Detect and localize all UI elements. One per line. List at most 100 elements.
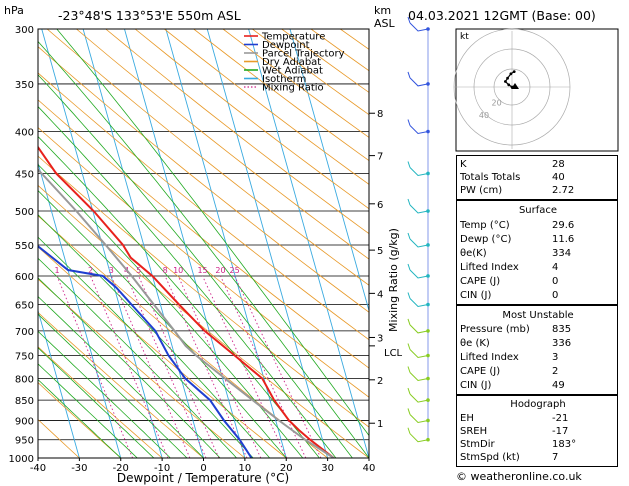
index-row: CIN (J) 49 — [460, 379, 615, 392]
datetime-title: 04.03.2021 12GMT (Base: 00) — [408, 8, 596, 23]
hodograph-point — [509, 72, 513, 76]
temperature-tick-label: -40 — [30, 463, 46, 474]
wind-level-dot — [426, 171, 430, 176]
most-unstable-title: Most Unstable — [502, 310, 574, 321]
index-label: CIN (J) — [460, 380, 492, 391]
index-value: 835 — [552, 324, 572, 335]
temperature-tick-label: -10 — [154, 463, 170, 474]
wind-level-dot — [426, 418, 430, 423]
wind-barb-feather — [407, 343, 411, 350]
temperature-tick-label: -20 — [113, 463, 129, 474]
wind-barb — [409, 125, 429, 135]
index-row: θe(K) 334 — [460, 247, 615, 260]
index-value: 7 — [552, 452, 559, 463]
dry-adiabat — [38, 99, 369, 369]
index-row: θe (K) 336 — [460, 337, 615, 350]
dry-adiabat — [193, 29, 369, 162]
pressure-tick-label: 950 — [15, 436, 34, 447]
index-label: CIN (J) — [460, 290, 492, 301]
index-row: SREH -17 — [460, 425, 615, 438]
index-label: Dewp (°C) — [460, 234, 512, 245]
dry-adiabat — [38, 346, 163, 458]
dewpoint-line — [38, 244, 253, 458]
wet-adiabat — [38, 257, 237, 458]
index-value: -17 — [552, 426, 569, 437]
index-value: 4 — [552, 262, 559, 273]
pressure-tick-label: 550 — [15, 241, 34, 252]
legend-entry-label: Wet Adiabat — [262, 66, 323, 77]
wet-adiabat — [38, 347, 155, 458]
dry-adiabat — [46, 29, 369, 286]
wind-barb — [409, 324, 429, 334]
mixing-ratio-line — [90, 275, 169, 458]
index-value: 183° — [552, 439, 577, 450]
wind-level-dot — [426, 353, 430, 358]
wind-barb-feather — [407, 408, 411, 415]
pressure-tick-label: 450 — [15, 169, 34, 180]
wind-level-dot — [426, 398, 430, 402]
wet-adiabat — [38, 363, 138, 458]
wind-barb-feather — [407, 318, 411, 326]
wind-barb — [409, 238, 429, 248]
wind-barb — [409, 433, 429, 443]
km-tick-label: 2 — [377, 376, 383, 387]
pressure-tick-label: 500 — [15, 207, 34, 218]
wind-barb — [409, 269, 429, 279]
dry-adiabat — [164, 29, 369, 185]
km-tick-label: 8 — [377, 109, 383, 120]
isotherm — [38, 308, 80, 458]
wind-barb-feather — [407, 16, 411, 24]
index-row: K 28 — [460, 158, 615, 171]
pressure-unit-label: hPa — [4, 4, 24, 17]
wet-adiabat — [38, 40, 369, 458]
wind-barb-feather — [407, 198, 411, 206]
hodograph-frame — [455, 28, 619, 152]
index-value: 40 — [552, 172, 565, 183]
hodograph-point — [504, 80, 507, 83]
wind-barb-feather — [407, 161, 411, 168]
wind-barb — [409, 204, 429, 214]
wet-adiabat — [38, 106, 337, 458]
surface-box: Surface Temp (°C) 29.6 Dewp (°C) 11.6 θe(K… — [456, 200, 618, 305]
legend-entry-label: Temperature — [261, 32, 325, 43]
index-label: K — [460, 159, 467, 170]
index-label: StmSpd (kt) — [460, 452, 520, 463]
index-label: EH — [460, 413, 474, 424]
dry-adiabat — [105, 29, 369, 235]
dry-adiabat — [134, 29, 369, 210]
wet-adiabat — [38, 164, 304, 458]
pressure-tick-label: 350 — [15, 80, 34, 91]
wet-adiabat — [56, 29, 369, 437]
pressure-tick-label: 750 — [15, 351, 34, 362]
mixing-ratio-value-label: 20 — [215, 266, 225, 275]
index-value: -21 — [552, 413, 569, 424]
temperature-tick-label: 20 — [280, 463, 293, 474]
index-label: θe (K) — [460, 338, 490, 349]
index-value: 334 — [552, 248, 572, 259]
index-row: PW (cm) 2.72 — [460, 184, 615, 197]
mixing-ratio-value-label: 2 — [88, 266, 93, 275]
dry-adiabat — [76, 29, 369, 260]
km-tick-label: 7 — [377, 152, 383, 163]
pressure-tick-label: 1000 — [9, 454, 34, 465]
index-row: CAPE (J) 0 — [460, 275, 615, 288]
wind-barb — [409, 298, 429, 308]
wind-barb-feather — [407, 71, 411, 79]
index-label: PW (cm) — [460, 185, 503, 196]
index-value: 3 — [552, 352, 559, 363]
lcl-label: LCL — [384, 348, 403, 359]
index-value: 29.6 — [552, 220, 575, 231]
mixing-ratio-value-label: 8 — [163, 266, 168, 275]
mixing-ratio-value-label: 5 — [136, 266, 141, 275]
temperature-tick-label: 40 — [363, 463, 376, 474]
parcel-trajectory-line — [38, 168, 335, 458]
wind-barb — [409, 167, 429, 177]
mixing-ratio-value-label: 1 — [54, 266, 59, 275]
legend-entry-label: Dewpoint — [262, 40, 310, 51]
index-row: StmDir 183° — [460, 438, 615, 451]
index-label: Lifted Index — [460, 352, 519, 363]
index-row: EH -21 — [460, 412, 615, 425]
legend-entry-label: Mixing Ratio — [262, 83, 324, 94]
km-tick-label: 1 — [377, 419, 383, 430]
hodograph-title: Hodograph — [510, 399, 566, 410]
